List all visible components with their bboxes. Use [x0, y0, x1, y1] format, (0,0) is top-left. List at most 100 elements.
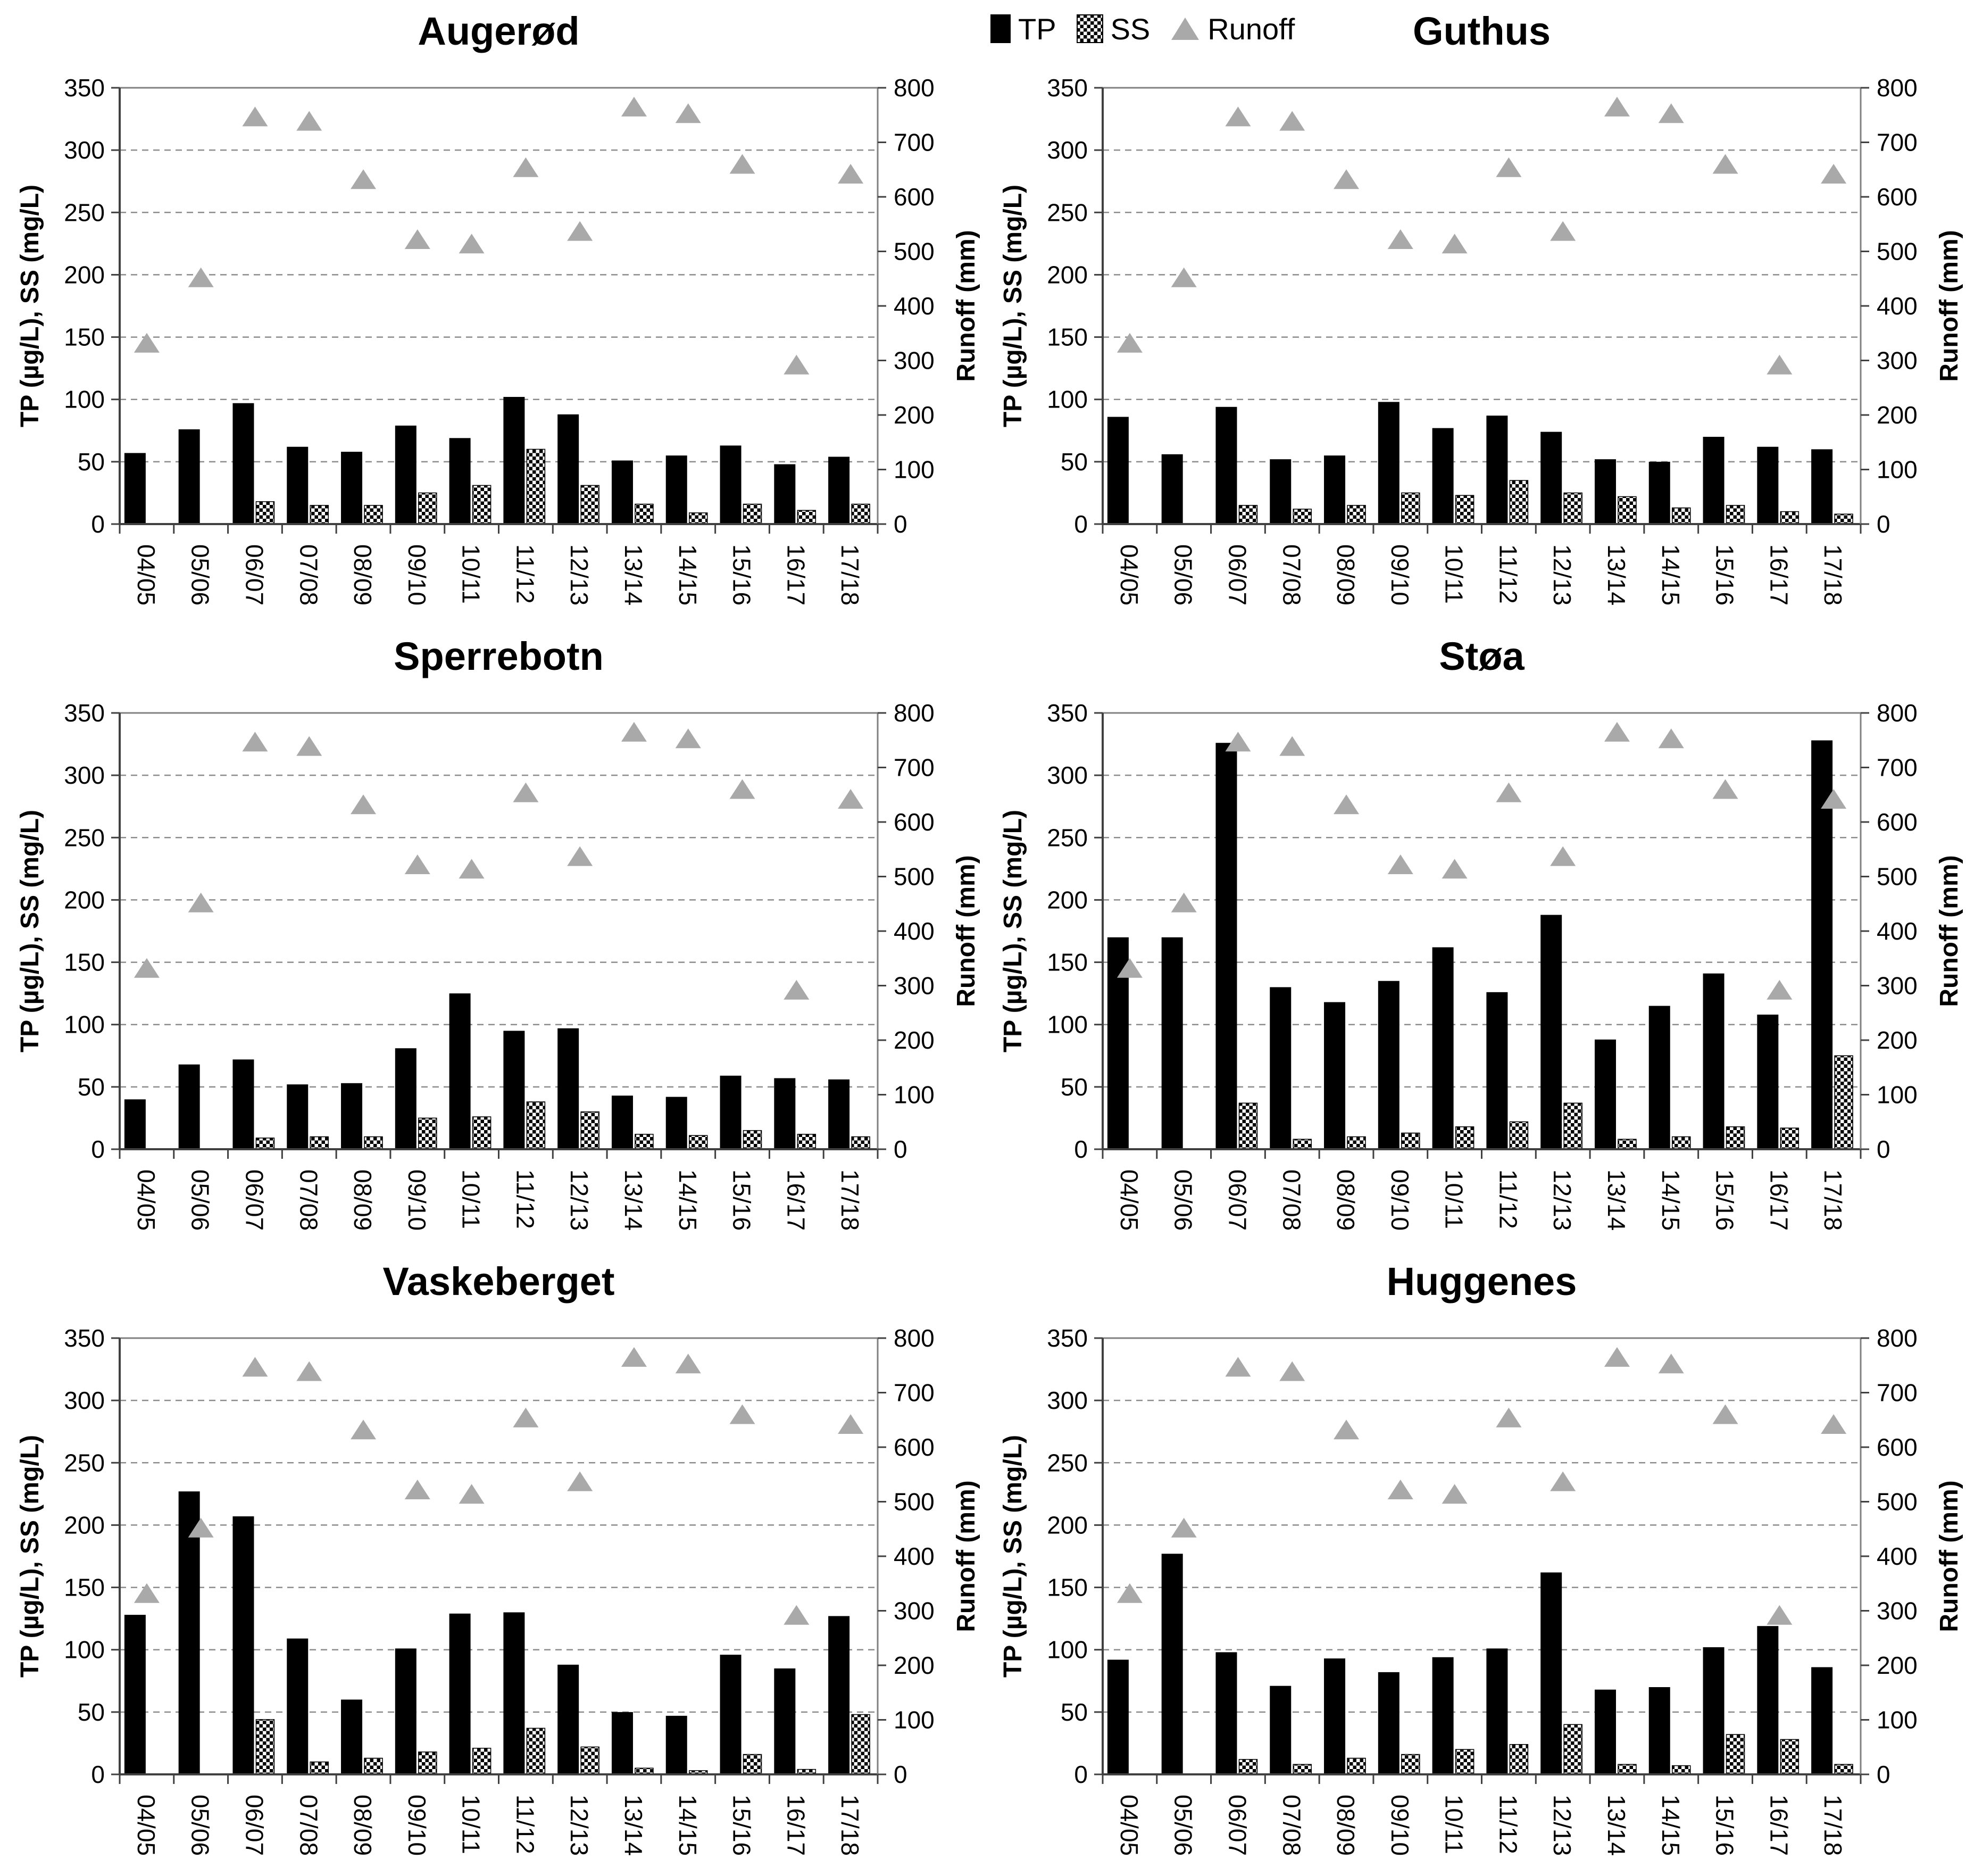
svg-text:TP (µg/L), SS (mg/L): TP (µg/L), SS (mg/L) — [16, 1435, 44, 1678]
svg-text:17/18: 17/18 — [836, 1169, 864, 1231]
svg-text:200: 200 — [64, 886, 105, 914]
svg-text:12/13: 12/13 — [1548, 1169, 1576, 1231]
svg-text:10/11: 10/11 — [1440, 1169, 1468, 1229]
svg-text:500: 500 — [894, 238, 935, 265]
svg-text:300: 300 — [1047, 136, 1088, 164]
svg-text:600: 600 — [894, 808, 935, 836]
svg-text:Runoff (mm): Runoff (mm) — [952, 230, 980, 381]
svg-text:08/09: 08/09 — [1332, 544, 1360, 605]
svg-text:800: 800 — [894, 1324, 935, 1352]
svg-text:Runoff (mm): Runoff (mm) — [1935, 1480, 1963, 1632]
panel-title-vaskeberget: Vaskeberget — [382, 1259, 615, 1304]
svg-text:14/15: 14/15 — [674, 1795, 702, 1856]
svg-text:05/06: 05/06 — [1170, 1169, 1197, 1231]
svg-text:700: 700 — [1877, 129, 1918, 156]
svg-text:Runoff (mm): Runoff (mm) — [952, 855, 980, 1007]
svg-text:0: 0 — [894, 1761, 907, 1788]
svg-text:800: 800 — [1877, 699, 1918, 727]
svg-text:50: 50 — [1061, 1073, 1088, 1101]
svg-text:10/11: 10/11 — [1440, 1795, 1468, 1854]
runoff-triangle-icon — [1171, 18, 1199, 40]
svg-text:150: 150 — [64, 949, 105, 976]
ss-checker-icon — [1076, 14, 1103, 43]
panel-title-sperrebotn: Sperrebotn — [394, 634, 604, 678]
svg-text:200: 200 — [64, 1511, 105, 1539]
svg-text:100: 100 — [64, 386, 105, 413]
svg-text:Runoff (mm): Runoff (mm) — [952, 1480, 980, 1632]
chart-stoa: 0 50 100 150 200 250 300 350 0 100 200 300 400 500 600… — [999, 699, 1963, 1231]
svg-text:600: 600 — [894, 183, 935, 211]
panel-guthus: Guthus 0 50 100 150 200 250 300 350 0 100 200 300 40… — [983, 0, 1966, 625]
svg-text:300: 300 — [1877, 972, 1918, 1000]
svg-text:15/16: 15/16 — [728, 544, 756, 605]
panel-title-huggenes: Huggenes — [1386, 1259, 1577, 1304]
svg-text:06/07: 06/07 — [240, 1169, 268, 1231]
svg-text:13/14: 13/14 — [620, 1169, 647, 1231]
svg-text:Runoff (mm): Runoff (mm) — [1935, 230, 1963, 381]
svg-text:100: 100 — [894, 1081, 935, 1109]
svg-text:250: 250 — [1047, 824, 1088, 851]
svg-text:16/17: 16/17 — [1765, 544, 1793, 605]
svg-text:300: 300 — [894, 347, 935, 375]
svg-text:350: 350 — [64, 74, 105, 102]
svg-text:05/06: 05/06 — [1170, 544, 1197, 605]
svg-text:350: 350 — [64, 699, 105, 727]
svg-text:100: 100 — [894, 456, 935, 484]
svg-text:11/12: 11/12 — [1494, 1169, 1522, 1229]
svg-text:07/08: 07/08 — [1278, 1795, 1305, 1856]
svg-text:14/15: 14/15 — [674, 1169, 702, 1231]
svg-text:09/10: 09/10 — [403, 544, 431, 605]
svg-text:11/12: 11/12 — [511, 1169, 539, 1229]
svg-text:500: 500 — [1877, 1488, 1918, 1516]
svg-text:50: 50 — [78, 1073, 105, 1101]
svg-text:09/10: 09/10 — [1386, 544, 1414, 605]
chart-sperrebotn: 0 50 100 150 200 250 300 350 0 100 200 300 400 500 600… — [16, 699, 980, 1231]
svg-text:400: 400 — [1877, 917, 1918, 945]
svg-text:09/10: 09/10 — [1386, 1795, 1414, 1856]
svg-text:06/07: 06/07 — [1223, 1795, 1251, 1856]
svg-text:600: 600 — [1877, 808, 1918, 836]
svg-text:100: 100 — [894, 1706, 935, 1734]
svg-text:0: 0 — [1877, 510, 1890, 538]
svg-text:0: 0 — [91, 510, 105, 538]
svg-text:09/10: 09/10 — [403, 1795, 431, 1856]
svg-text:08/09: 08/09 — [1332, 1795, 1360, 1856]
svg-text:700: 700 — [1877, 754, 1918, 782]
svg-text:100: 100 — [1877, 456, 1918, 484]
svg-text:250: 250 — [64, 198, 105, 226]
svg-text:0: 0 — [894, 510, 907, 538]
svg-text:200: 200 — [1877, 1026, 1918, 1054]
svg-text:600: 600 — [1877, 183, 1918, 211]
svg-text:12/13: 12/13 — [1548, 544, 1576, 605]
legend-item-ss: SS — [1076, 12, 1150, 46]
svg-text:0: 0 — [1877, 1135, 1890, 1163]
svg-text:150: 150 — [64, 323, 105, 351]
panel-title-guthus: Guthus — [1413, 9, 1551, 53]
svg-text:300: 300 — [894, 1597, 935, 1625]
svg-text:200: 200 — [894, 1651, 935, 1679]
svg-text:200: 200 — [1047, 1511, 1088, 1539]
svg-text:150: 150 — [64, 1574, 105, 1601]
svg-text:400: 400 — [894, 1542, 935, 1570]
svg-text:11/12: 11/12 — [1494, 544, 1522, 604]
svg-text:08/09: 08/09 — [349, 1795, 377, 1856]
svg-text:10/11: 10/11 — [457, 544, 485, 604]
svg-text:17/18: 17/18 — [1819, 1795, 1847, 1856]
svg-text:500: 500 — [1877, 238, 1918, 265]
chart-huggenes: 0 50 100 150 200 250 300 350 0 100 200 300 400 500 600… — [999, 1324, 1963, 1856]
svg-text:15/16: 15/16 — [1711, 544, 1739, 605]
svg-text:200: 200 — [64, 261, 105, 288]
svg-text:400: 400 — [1877, 292, 1918, 320]
svg-text:100: 100 — [1047, 1011, 1088, 1039]
svg-text:07/08: 07/08 — [1278, 1169, 1305, 1231]
svg-text:TP (µg/L), SS (mg/L): TP (µg/L), SS (mg/L) — [999, 185, 1027, 427]
svg-text:800: 800 — [894, 74, 935, 102]
svg-text:16/17: 16/17 — [782, 544, 810, 605]
svg-text:13/14: 13/14 — [1603, 544, 1630, 605]
svg-text:04/05: 04/05 — [132, 544, 160, 605]
svg-text:13/14: 13/14 — [620, 544, 647, 605]
svg-text:50: 50 — [78, 1698, 105, 1726]
svg-text:250: 250 — [64, 1449, 105, 1476]
svg-text:200: 200 — [894, 401, 935, 429]
svg-text:17/18: 17/18 — [1819, 544, 1847, 605]
